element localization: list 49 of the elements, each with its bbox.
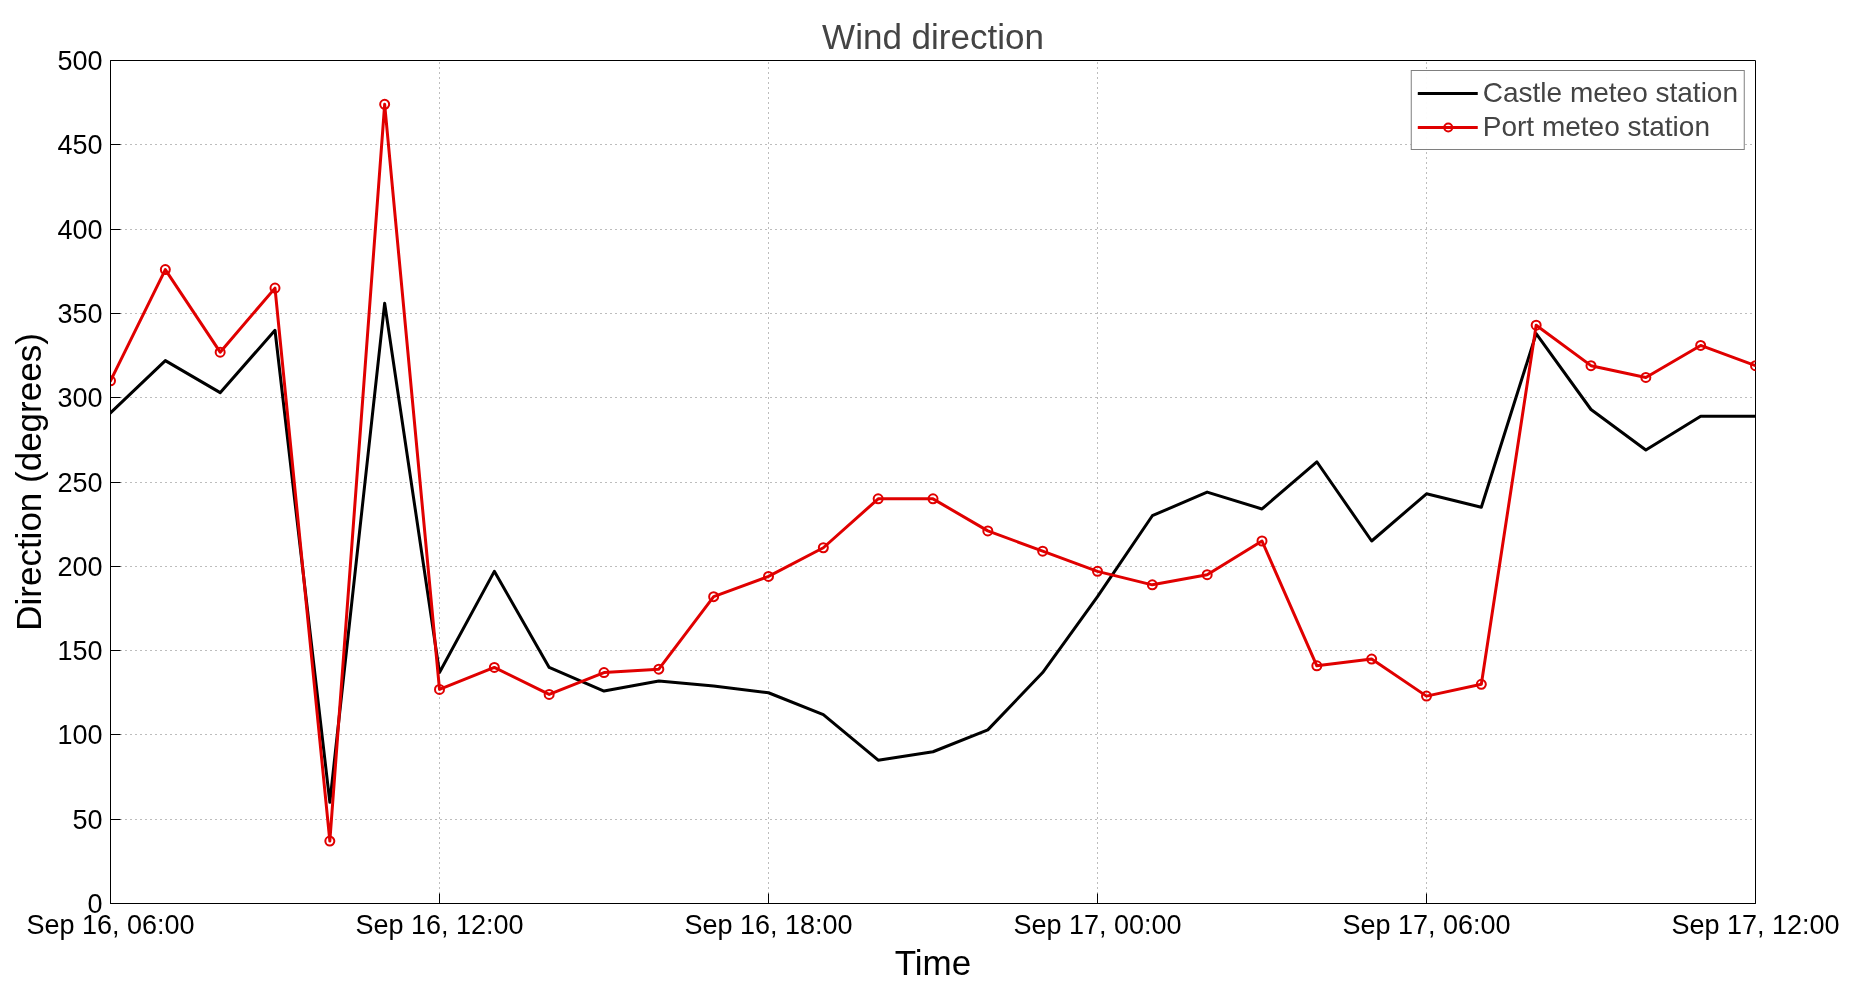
point [927,493,939,505]
point [653,663,665,675]
y-tick-label: 400 [57,214,103,245]
point [817,542,829,554]
point [708,591,720,603]
point [1366,653,1378,665]
y-tick-label: 50 [72,804,103,835]
y-tick-label: 150 [57,636,103,667]
point [1530,319,1542,331]
y-tick-label: 300 [57,383,103,414]
x-axis-title: Time [894,942,972,982]
point [543,688,555,700]
x-tick-label: Sep 17, 12:00 [1671,909,1840,940]
point [379,98,391,110]
legend-label: Castle meteo station [1482,77,1738,109]
x-tick-label: Sep 17, 06:00 [1342,909,1511,940]
y-axis-title: Direction (degrees) [9,333,49,631]
chart-title: Wind direction [822,16,1044,56]
point [1092,565,1103,577]
point [1585,360,1597,372]
y-tick-label: 200 [57,551,103,582]
point [434,683,445,695]
point [1311,660,1323,672]
point [269,282,281,294]
x-tick-label: Sep 17, 00:00 [1013,909,1182,940]
point [159,264,171,276]
y-tick-label: 500 [57,46,103,76]
point [982,525,994,537]
point [1146,579,1158,591]
point [763,570,774,582]
point [1475,678,1487,690]
point [872,493,884,505]
point [598,667,610,679]
point [1256,535,1268,547]
point [214,346,226,358]
x-tick-label: Sep 16, 18:00 [684,909,853,940]
point [1640,371,1652,383]
point [488,661,500,673]
y-tick-label: 450 [57,130,103,161]
point [1201,569,1213,581]
point [1421,690,1432,702]
point [1037,545,1049,557]
y-tick-label: 350 [57,298,103,329]
x-tick-label: Sep 16, 12:00 [355,909,524,940]
y-tick-label: 250 [57,467,103,498]
legend-label: Port meteo station [1482,111,1710,143]
point [1695,339,1707,351]
y-tick-label: 100 [57,720,103,751]
point [324,835,336,847]
